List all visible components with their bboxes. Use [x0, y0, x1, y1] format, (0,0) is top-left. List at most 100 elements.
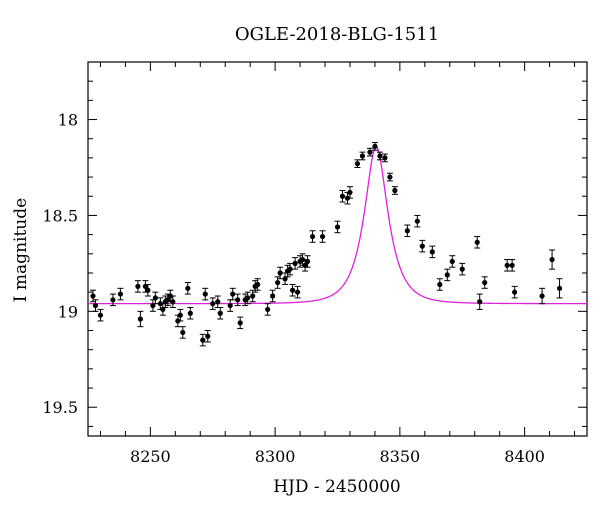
data-point — [359, 151, 366, 161]
data-point — [152, 291, 159, 305]
data-point — [234, 293, 241, 307]
x-tick-label: 8300 — [255, 447, 296, 466]
data-point — [229, 287, 236, 301]
data-point — [209, 297, 216, 310]
data-point — [476, 293, 483, 310]
point-marker — [275, 279, 281, 286]
data-point — [227, 299, 234, 312]
data-point — [366, 147, 373, 157]
data-point — [474, 236, 481, 249]
data-point — [177, 308, 184, 322]
x-tick-label: 8250 — [130, 447, 171, 466]
point-marker — [309, 233, 316, 240]
data-point — [97, 308, 104, 322]
data-point — [187, 306, 194, 320]
y-tick-label: 19.5 — [42, 398, 78, 417]
point-marker — [205, 333, 211, 339]
x-tick-label: 8400 — [504, 447, 545, 466]
point-marker — [319, 233, 326, 240]
data-point — [179, 326, 186, 339]
data-point — [391, 186, 398, 195]
point-marker — [304, 258, 311, 265]
data-point — [292, 257, 299, 270]
point-marker — [97, 312, 104, 318]
axis-ticks — [88, 61, 587, 436]
data-point — [371, 142, 378, 151]
point-marker — [289, 287, 296, 293]
point-marker — [556, 285, 563, 291]
point-marker — [185, 285, 191, 291]
data-point — [169, 295, 176, 308]
data-point — [346, 186, 353, 199]
data-point — [287, 262, 294, 276]
data-point — [202, 287, 209, 301]
point-marker — [277, 270, 283, 276]
point-marker — [382, 155, 388, 161]
point-marker — [539, 293, 545, 299]
point-marker — [270, 293, 276, 299]
data-point — [419, 239, 426, 253]
data-point — [556, 278, 563, 299]
point-marker — [367, 149, 373, 155]
point-marker — [170, 299, 176, 305]
data-point — [509, 259, 516, 272]
plot-frame — [87, 61, 588, 437]
chart-title: OGLE-2018-BLG-1511 — [235, 24, 439, 45]
y-axis-label: I magnitude — [11, 198, 31, 302]
data-point — [254, 278, 261, 291]
y-tick-label: 19 — [58, 302, 78, 321]
point-marker — [215, 299, 221, 305]
data-point — [277, 266, 284, 280]
point-marker — [187, 310, 193, 316]
data-point — [304, 255, 311, 268]
data-point — [264, 303, 271, 316]
data-point — [249, 289, 256, 303]
point-marker — [142, 283, 148, 289]
point-marker — [180, 329, 186, 336]
point-marker — [255, 281, 261, 288]
data-point — [459, 262, 466, 276]
point-marker — [90, 293, 96, 299]
data-point — [381, 153, 388, 163]
point-marker — [165, 297, 171, 303]
data-point — [449, 255, 456, 268]
point-marker — [302, 262, 308, 268]
point-marker — [449, 258, 455, 265]
data-point — [289, 283, 296, 297]
point-marker — [150, 302, 156, 309]
point-marker — [145, 287, 151, 293]
point-marker — [117, 291, 124, 297]
data-point — [309, 230, 316, 243]
data-point — [184, 282, 191, 295]
data-point — [549, 249, 556, 270]
point-marker — [152, 295, 158, 301]
point-marker — [414, 218, 420, 224]
point-marker — [237, 320, 243, 326]
data-point — [414, 214, 421, 228]
point-marker — [372, 143, 378, 149]
point-marker — [459, 266, 465, 272]
data-point — [109, 293, 116, 307]
point-marker — [477, 299, 483, 305]
data-point — [481, 276, 488, 289]
data-point — [444, 268, 451, 282]
point-marker — [512, 289, 518, 295]
data-point — [204, 330, 211, 343]
point-marker — [250, 293, 256, 299]
data-point — [334, 220, 341, 234]
point-marker — [392, 187, 398, 194]
data-point — [436, 278, 443, 291]
point-marker — [504, 262, 510, 268]
point-marker — [549, 256, 555, 263]
data-point — [404, 224, 411, 238]
point-marker — [437, 281, 443, 288]
data-point — [134, 280, 141, 293]
point-marker — [177, 312, 183, 318]
point-marker — [377, 153, 383, 159]
point-marker — [354, 161, 361, 167]
point-marker — [227, 302, 233, 309]
data-point — [237, 316, 244, 330]
data-point — [294, 285, 301, 299]
data-point — [92, 299, 99, 312]
data-point — [137, 310, 144, 328]
